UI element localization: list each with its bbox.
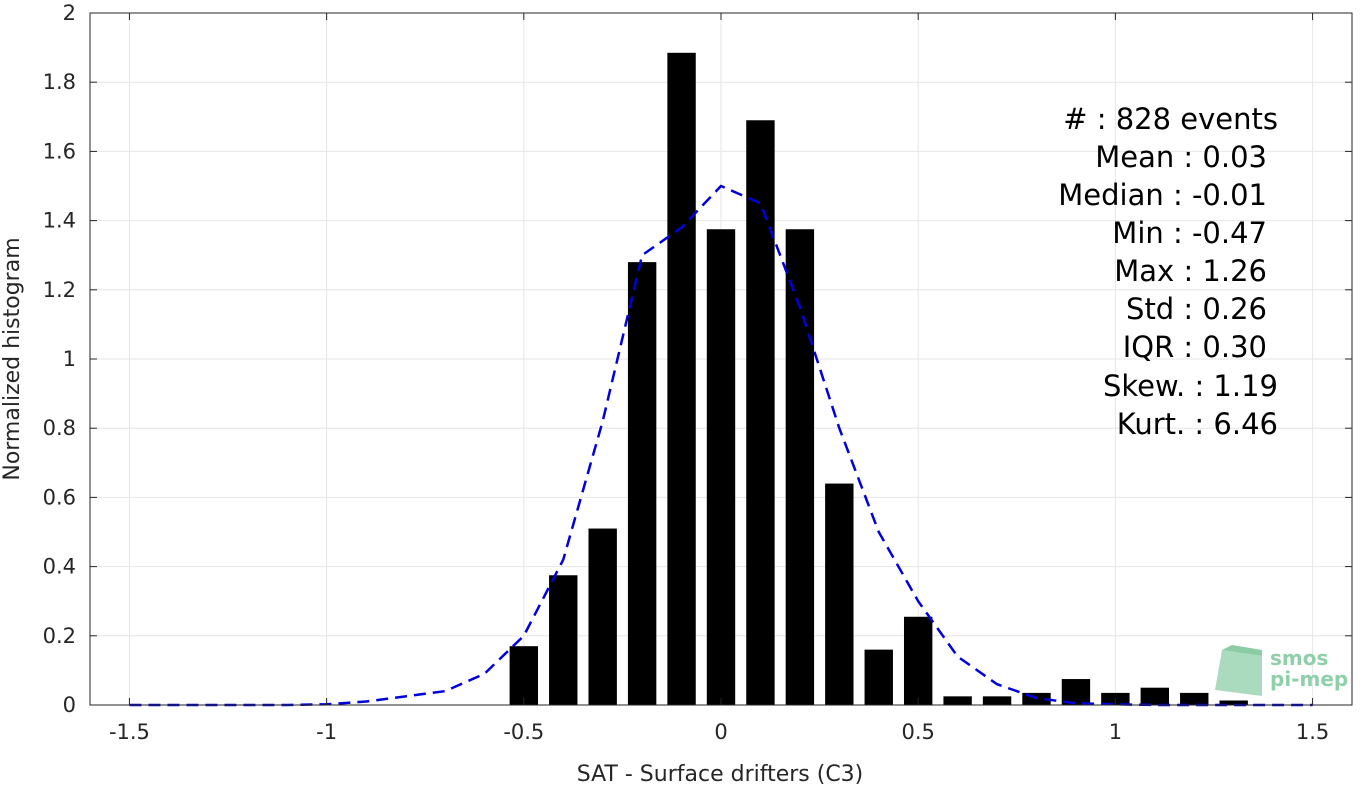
stat-max: Max : 1.26 <box>1114 254 1267 288</box>
histogram-bar <box>1219 700 1248 705</box>
y-tick-label: 0.8 <box>43 416 76 440</box>
histogram-bar <box>864 649 893 705</box>
histogram-bar <box>627 262 657 705</box>
histogram-bar <box>588 528 617 705</box>
y-tick-label: 1.6 <box>43 139 76 163</box>
histogram-bar <box>1140 687 1170 705</box>
histogram-bar <box>549 575 578 705</box>
histogram-bar <box>667 52 696 706</box>
histogram-bars <box>509 52 1248 706</box>
smos-pi-mep-logo: smos pi-mep <box>1215 645 1348 696</box>
y-axis-label: Normalized histogram <box>0 237 25 480</box>
histogram-bar <box>1180 692 1209 705</box>
stat-mean: Mean : 0.03 <box>1095 140 1267 174</box>
x-tick-label: 1 <box>1109 720 1122 744</box>
x-tick-label: 0 <box>714 720 727 744</box>
histogram-bar <box>706 229 736 705</box>
logo-text-line1: smos <box>1270 646 1328 670</box>
histogram-bar <box>825 483 854 705</box>
stat-iqr: IQR : 0.30 <box>1123 330 1267 364</box>
histogram-bar <box>746 120 775 705</box>
y-tick-label: 2 <box>63 1 76 25</box>
x-tick-labels: -1.5 -1 -0.5 0 0.5 1 1.5 <box>109 720 1329 744</box>
x-tick-label: 0.5 <box>901 720 934 744</box>
x-tick-label: 1.5 <box>1296 720 1329 744</box>
y-tick-label: 0.2 <box>43 624 76 648</box>
statistics-annotation: # : 828 events Mean : 0.03 Median : -0.0… <box>1058 102 1278 441</box>
stat-std: Std : 0.26 <box>1126 292 1267 326</box>
histogram-bar <box>982 696 1012 705</box>
y-tick-label: 1 <box>63 347 76 371</box>
y-tick-label: 0 <box>63 693 76 717</box>
logo-mark-icon <box>1215 650 1262 696</box>
stat-skew: Skew. : 1.19 <box>1103 369 1278 403</box>
y-tick-label: 0.6 <box>43 485 76 509</box>
histogram-bar <box>1061 679 1091 705</box>
histogram-bar <box>509 646 539 705</box>
stat-kurt: Kurt. : 6.46 <box>1117 407 1278 441</box>
stat-median: Median : -0.01 <box>1058 178 1267 212</box>
histogram-bar <box>903 616 933 705</box>
x-tick-label: -1.5 <box>109 720 150 744</box>
logo-text-line2: pi-mep <box>1270 667 1348 691</box>
axis-ticks <box>90 12 1352 706</box>
histogram-bar <box>943 696 972 705</box>
y-tick-label: 0.4 <box>43 555 76 579</box>
x-tick-label: -0.5 <box>503 720 544 744</box>
stat-count: # : 828 events <box>1063 102 1278 136</box>
y-tick-labels: 0 0.2 0.4 0.6 0.8 1 1.2 1.4 1.6 1.8 2 <box>43 1 76 717</box>
y-tick-label: 1.2 <box>43 278 76 302</box>
y-tick-label: 1.4 <box>43 209 76 233</box>
x-tick-label: -1 <box>316 720 337 744</box>
stat-min: Min : -0.47 <box>1112 216 1267 250</box>
histogram-bar <box>785 229 815 705</box>
y-tick-label: 1.8 <box>43 70 76 94</box>
x-axis-label: SAT - Surface drifters (C3) <box>577 762 864 785</box>
